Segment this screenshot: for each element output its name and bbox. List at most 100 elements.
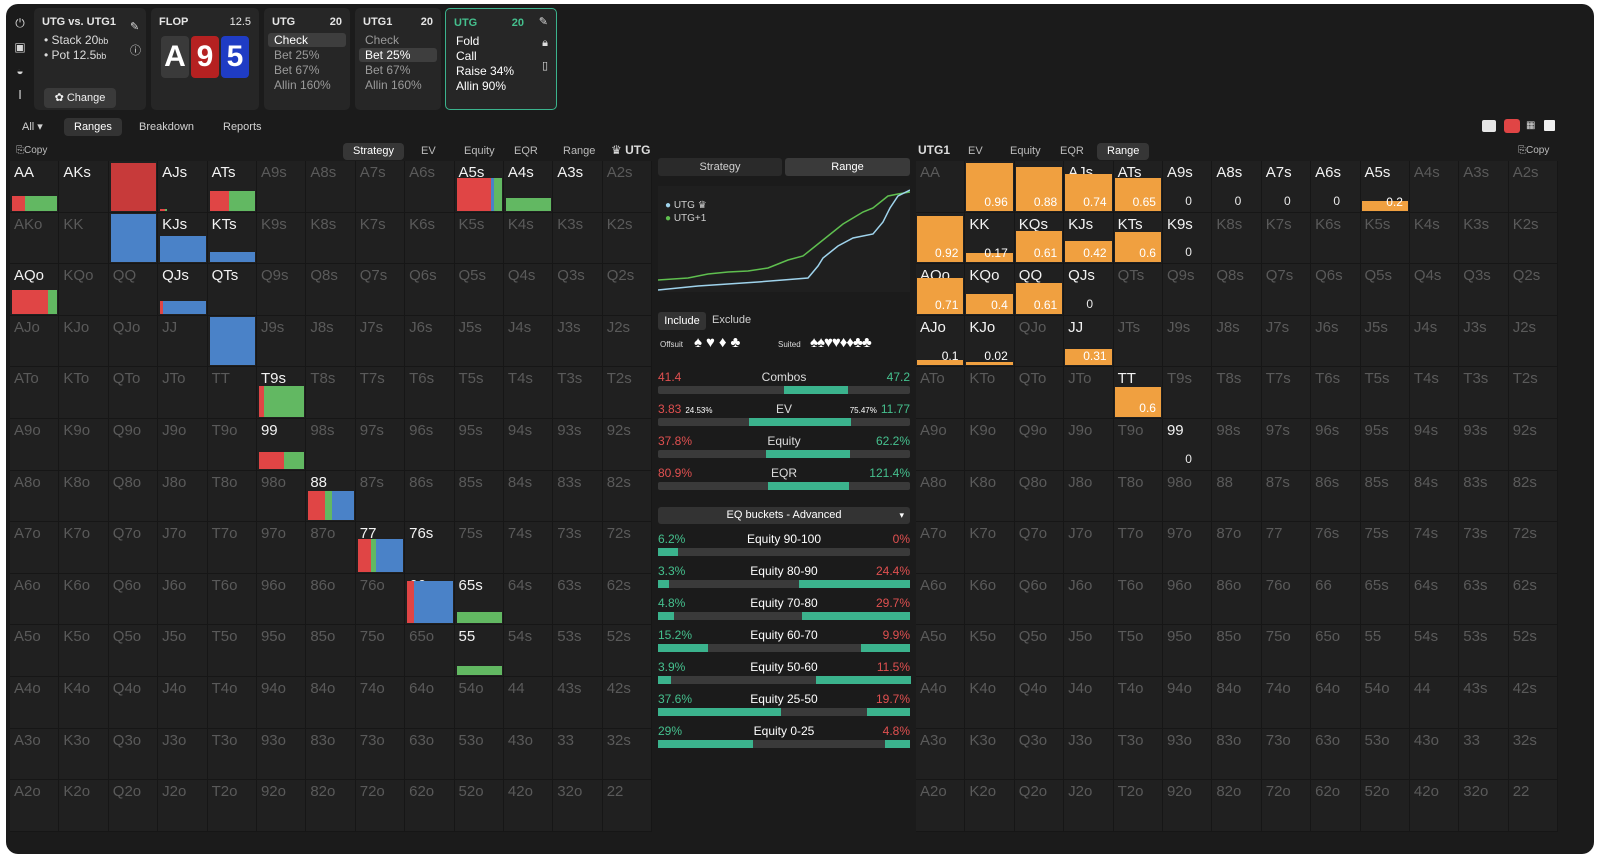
hand-cell-J5o[interactable]: J5o <box>158 625 208 677</box>
hand-cell-T3o[interactable]: T3o <box>1113 728 1163 781</box>
hand-cell-ATo[interactable]: ATo <box>10 367 60 419</box>
hand-cell-22[interactable]: 22 <box>1508 780 1559 832</box>
tab-strategy-mid[interactable]: Strategy <box>658 158 782 176</box>
hand-cell-A6o[interactable]: A6o <box>10 573 60 626</box>
hand-cell-QJs[interactable]: QJs <box>158 264 208 316</box>
hand-cell-T7s[interactable]: T7s <box>1261 367 1312 419</box>
tab-strategy[interactable]: Strategy <box>343 143 404 160</box>
copy-button-right[interactable]: ⎘Copy <box>1518 145 1550 156</box>
hand-cell-K6s[interactable]: K6s <box>1311 212 1361 265</box>
hand-cell-Q3s[interactable]: Q3s <box>1459 264 1509 316</box>
hand-cell-Q9s[interactable]: Q9s <box>256 264 307 316</box>
hand-cell-Q6o[interactable]: Q6o <box>108 573 159 626</box>
hand-cell-64s[interactable]: 64s <box>503 573 554 626</box>
view-split-icon[interactable] <box>1482 120 1496 132</box>
hand-cell-72o[interactable]: 72o <box>1261 780 1312 832</box>
hand-cell-93o[interactable]: 93o <box>1162 728 1213 781</box>
hand-cell-55[interactable]: 55 <box>1360 625 1410 677</box>
hand-cell-88[interactable]: 88 <box>1212 470 1262 523</box>
hand-cell-A9o[interactable]: A9o <box>10 418 60 471</box>
tab-breakdown[interactable]: Breakdown <box>139 121 195 133</box>
hand-cell-K3s[interactable]: K3s <box>553 212 603 265</box>
include-tab[interactable]: Include <box>658 312 706 330</box>
hand-cell-J2s[interactable]: J2s <box>602 315 653 368</box>
hand-cell-54o[interactable]: 54o <box>454 676 504 729</box>
power-icon[interactable]: ⏻ <box>15 16 25 30</box>
action-allin[interactable]: Allin 90% <box>456 79 507 93</box>
hand-cell-52o[interactable]: 52o <box>454 780 504 832</box>
hand-cell-K7s[interactable]: K7s <box>1261 212 1312 265</box>
hand-cell-A3s[interactable]: A3s <box>553 161 603 213</box>
info-icon[interactable]: ⓘ <box>130 45 141 57</box>
hand-cell-JTo[interactable]: JTo <box>158 367 208 419</box>
hand-cell-A7s[interactable]: A7s <box>355 161 406 213</box>
hand-cell-T4o[interactable]: T4o <box>1113 676 1163 729</box>
text-cursor-icon[interactable]: Ⅰ <box>18 88 22 102</box>
hand-cell-32o[interactable]: 32o <box>1459 780 1509 832</box>
hand-cell-74o[interactable]: 74o <box>1261 676 1312 729</box>
hand-cell-43s[interactable]: 43s <box>1459 676 1509 729</box>
tab-range-right[interactable]: Range <box>1097 143 1150 160</box>
hand-cell-AJs[interactable]: AJs <box>158 161 208 213</box>
hand-cell-A6o[interactable]: A6o <box>916 573 966 626</box>
hand-cell-84s[interactable]: 84s <box>1409 470 1460 523</box>
tab-equity-right[interactable]: Equity <box>1010 145 1041 157</box>
hand-cell-32s[interactable]: 32s <box>1508 728 1559 781</box>
hand-cell-87s[interactable]: 87s <box>355 470 406 523</box>
hand-cell-J8o[interactable]: J8o <box>158 470 208 523</box>
hand-cell-82s[interactable]: 82s <box>1508 470 1559 523</box>
hand-cell-T8o[interactable]: T8o <box>1113 470 1163 523</box>
hand-cell-T2o[interactable]: T2o <box>207 780 257 832</box>
hand-cell-75o[interactable]: 75o <box>355 625 406 677</box>
hand-cell-T6s[interactable]: T6s <box>405 367 455 419</box>
edit-icon[interactable]: ✎ <box>130 21 140 33</box>
hand-cell-86o[interactable]: 86o <box>1212 573 1262 626</box>
hand-cell-T7o[interactable]: T7o <box>207 522 257 574</box>
hand-cell-94o[interactable]: 94o <box>256 676 307 729</box>
hand-cell-97o[interactable]: 97o <box>1162 522 1213 574</box>
flop-card[interactable]: FLOP 12.5 A 9 5 <box>151 8 259 110</box>
hand-cell-T9o[interactable]: T9o <box>1113 418 1163 471</box>
view-grid-red-icon[interactable] <box>1504 119 1520 133</box>
save-icon[interactable]: ▣ <box>14 40 26 54</box>
hand-cell-A6s[interactable]: A6s <box>405 161 455 213</box>
hand-cell-73o[interactable]: 73o <box>1261 728 1312 781</box>
hand-cell-K9s[interactable]: K9s <box>256 212 307 265</box>
hand-cell-92s[interactable]: 92s <box>1508 418 1559 471</box>
hand-cell-T4s[interactable]: T4s <box>1409 367 1460 419</box>
hand-cell-T5o[interactable]: T5o <box>207 625 257 677</box>
hand-cell-K3o[interactable]: K3o <box>965 728 1015 781</box>
eq-buckets-select[interactable]: EQ buckets - Advanced ▾ <box>658 507 910 524</box>
hand-cell-TT[interactable]: TT <box>207 367 257 419</box>
suited-suit-icons[interactable]: ♠♠♥♥♦♦♣♣ <box>810 334 872 351</box>
hand-cell-43o[interactable]: 43o <box>1409 728 1460 781</box>
hand-cell-AKo[interactable]: AKo <box>10 212 60 265</box>
hand-cell-94s[interactable]: 94s <box>1409 418 1460 471</box>
hand-cell-77[interactable]: 77 <box>355 522 406 574</box>
hand-cell-75s[interactable]: 75s <box>454 522 504 574</box>
hand-cell-99[interactable]: 99 <box>256 418 307 471</box>
offsuit-suit-icons[interactable]: ♠♥♦♣ <box>694 334 745 351</box>
hand-cell-K4o[interactable]: K4o <box>965 676 1015 729</box>
hand-cell-J5s[interactable]: J5s <box>1360 315 1410 368</box>
hand-cell-T7s[interactable]: T7s <box>355 367 406 419</box>
hand-cell-Q2o[interactable]: Q2o <box>108 780 159 832</box>
hand-cell-86o[interactable]: 86o <box>306 573 356 626</box>
hand-cell-A8o[interactable]: A8o <box>10 470 60 523</box>
hand-cell-Q7s[interactable]: Q7s <box>355 264 406 316</box>
hand-cell-42s[interactable]: 42s <box>602 676 653 729</box>
hand-cell-J9s[interactable]: J9s <box>256 315 307 368</box>
hand-cell-AQs[interactable]: AQs <box>108 161 159 213</box>
hand-cell-J6s[interactable]: J6s <box>405 315 455 368</box>
hand-cell-Q5s[interactable]: Q5s <box>1360 264 1410 316</box>
hand-cell-AJo[interactable]: AJo 0.1 <box>916 315 966 368</box>
hand-cell-J2o[interactable]: J2o <box>1064 780 1114 832</box>
hand-cell-42o[interactable]: 42o <box>503 780 554 832</box>
hand-cell-75o[interactable]: 75o <box>1261 625 1312 677</box>
hand-cell-98o[interactable]: 98o <box>1162 470 1213 523</box>
action-allin[interactable]: Allin 160% <box>274 78 331 92</box>
hand-cell-AQo[interactable]: AQo <box>10 264 60 316</box>
hand-cell-ATo[interactable]: ATo <box>916 367 966 419</box>
hand-cell-J5s[interactable]: J5s <box>454 315 504 368</box>
hand-cell-Q2o[interactable]: Q2o <box>1014 780 1065 832</box>
